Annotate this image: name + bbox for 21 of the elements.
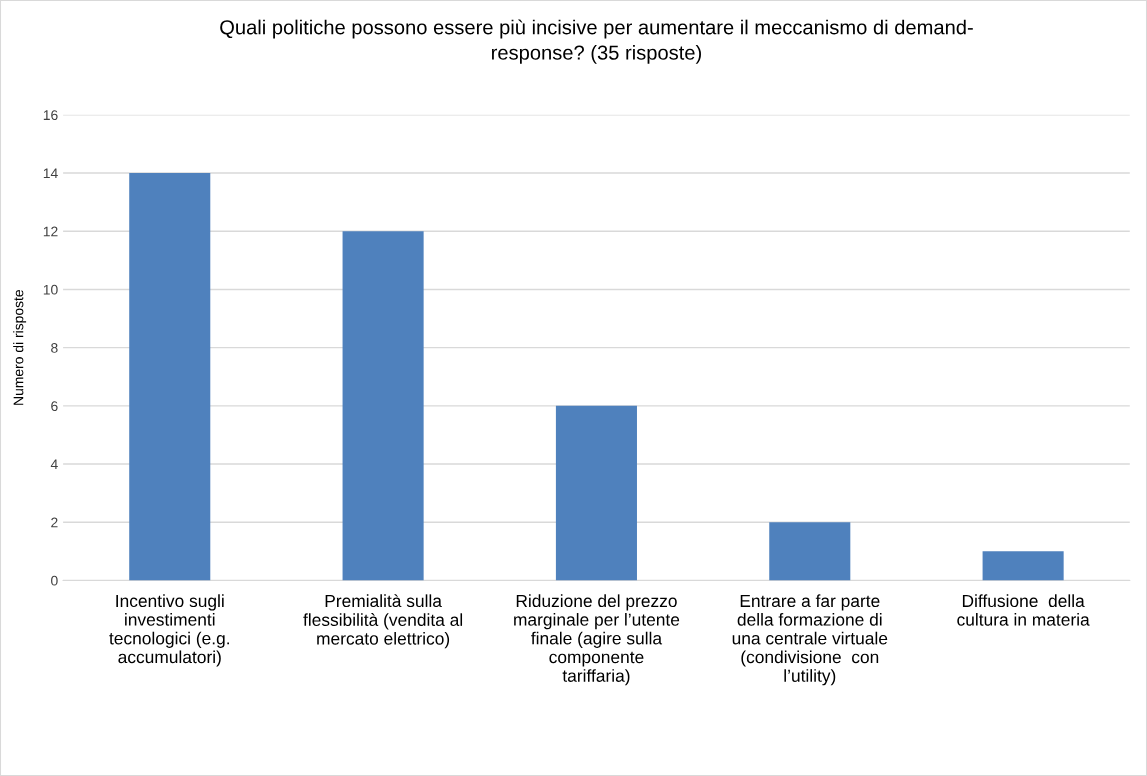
y-tick-label: 10	[43, 284, 58, 295]
chart-title: Quali politiche possono essere più incisive per aumentare il meccanismo di demand- response? (35 risposte)	[220, 19, 973, 64]
y-tick-label: 0	[51, 575, 58, 586]
y-tick-label: 16	[43, 110, 58, 121]
y-tick-label: 6	[51, 401, 58, 412]
y-tick-label: 2	[51, 517, 58, 528]
x-tick-label: Riduzione del prezzo marginale per l’utente finale (agire sulla componente tariffaria)	[514, 594, 680, 686]
y-axis-title: Numero di risposte	[13, 289, 27, 405]
y-tick-label: 8	[51, 342, 58, 353]
bar	[342, 231, 424, 581]
x-tick-label: Premialità sulla flessibilità (vendita al mercato elettrico)	[303, 594, 463, 649]
y-tick-label: 14	[43, 168, 58, 179]
bar	[129, 173, 211, 581]
x-tick-label: Entrare a far parte della formazione di una centrale virtuale (condivisione con l’utility)	[732, 594, 888, 686]
bar	[769, 522, 851, 581]
bar	[555, 405, 637, 581]
bar	[982, 551, 1064, 581]
x-tick-label: Diffusione della cultura in materia	[957, 594, 1090, 626]
x-tick-label: Incentivo sugli investimenti tecnologici (e.g. accumulatori)	[109, 594, 229, 667]
y-tick-label: 4	[50, 459, 58, 470]
y-tick-label: 12	[43, 226, 58, 237]
